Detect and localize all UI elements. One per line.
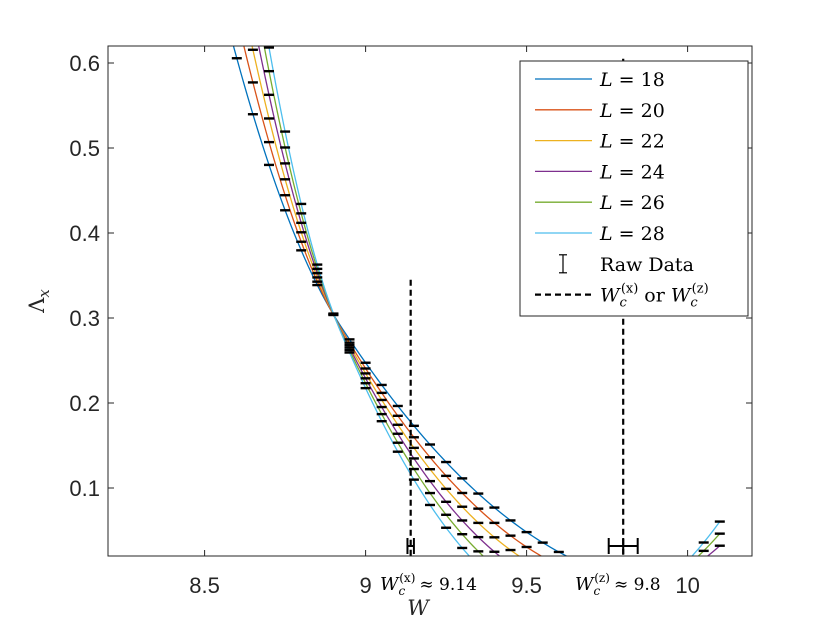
x-tick-label: 8.5 — [189, 573, 220, 598]
legend-label-rawdata: Raw Data — [600, 254, 694, 276]
fit-curve-L28 — [268, 46, 721, 556]
legend-label-L18: L = 18 — [599, 69, 665, 91]
fit-curve-L24 — [258, 46, 721, 556]
x-tick-label: 9 — [359, 573, 371, 598]
y-tick-label: 0.5 — [69, 136, 100, 161]
x-tick-label: 9.5 — [511, 573, 542, 598]
legend-label-L26: L = 26 — [599, 192, 665, 214]
x-axis-label: W — [407, 596, 431, 620]
critical-annotation-1: Wc(z) ≈ 9.8 — [575, 571, 661, 598]
y-tick-label: 0.2 — [69, 391, 100, 416]
axes: 8.5 9 9.5 10 0.1 0.2 0.3 0.4 0.5 0.6 Wc(x) ≈ 9.14 Wc… — [25, 45, 753, 620]
legend-label-L22: L = 22 — [599, 131, 665, 153]
y-tick-label: 0.1 — [69, 476, 100, 501]
legend-label-L28: L = 28 — [599, 223, 665, 245]
legend-box — [519, 60, 749, 317]
legend-label-L20: L = 20 — [599, 100, 665, 122]
fit-curve-L20 — [243, 46, 543, 556]
plot-area — [231, 46, 725, 556]
critical-annotation-0: Wc(x) ≈ 9.14 — [380, 571, 477, 598]
legend-label-L24: L = 24 — [599, 161, 665, 183]
legend-label-critical: Wc(x) or Wc(z) — [600, 282, 709, 311]
fit-curve-L18 — [232, 46, 568, 556]
legend: L = 18 L = 20 L = 22 L = 24 L = 26 L = 28 Raw … — [519, 60, 749, 317]
y-tick-label: 0.3 — [69, 306, 100, 331]
axes-box — [107, 45, 753, 557]
y-axis-label: Λx — [25, 289, 53, 314]
y-tick-label: 0.4 — [69, 221, 100, 246]
x-tick-label: 10 — [675, 573, 699, 598]
y-tick-label: 0.6 — [69, 51, 100, 76]
fit-curve-L22 — [251, 46, 521, 556]
fit-curve-L26 — [263, 46, 721, 556]
